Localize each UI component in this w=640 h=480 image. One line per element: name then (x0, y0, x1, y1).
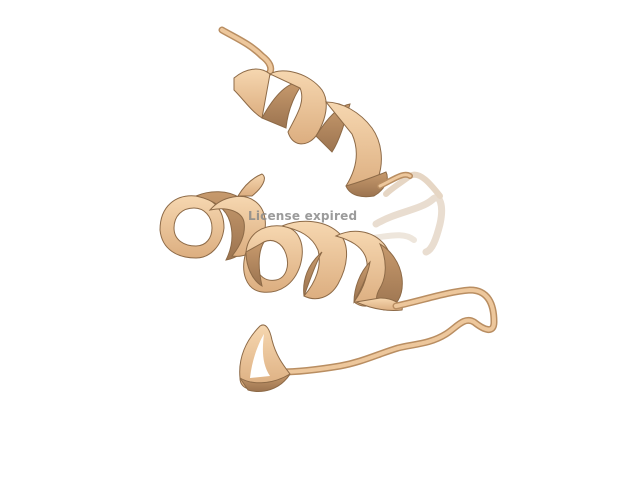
license-watermark: License expired (248, 209, 358, 223)
helix-4-turn (239, 324, 291, 392)
helix-1 (233, 68, 388, 198)
c-terminal-coil (276, 286, 498, 376)
helix-2 (159, 173, 266, 261)
loop-1-2 (377, 171, 413, 189)
helix-3 (243, 220, 403, 311)
n-terminal-coil (218, 26, 275, 76)
